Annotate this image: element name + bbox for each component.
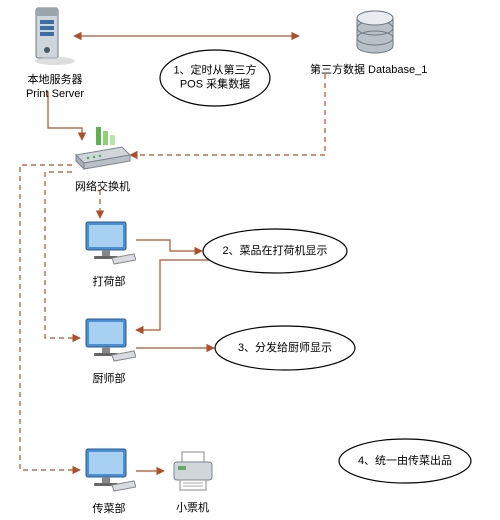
- printer-icon: [168, 450, 218, 494]
- callout-1-text: 1、定时从第三方POS 采集数据: [160, 64, 270, 93]
- callout-3-text: 3、分发给厨师显示: [215, 341, 355, 355]
- callout-1: 1、定时从第三方POS 采集数据: [160, 50, 270, 106]
- printer-label: 小票机: [165, 501, 220, 515]
- switch-label: 网络交换机: [70, 180, 135, 194]
- monitor-icon: [82, 445, 136, 495]
- switch-node: 网络交换机: [70, 125, 135, 194]
- database-label: 第三方数据 Database_1: [310, 63, 450, 77]
- pc1-node: 打荷部: [80, 218, 138, 289]
- monitor-icon: [82, 218, 136, 268]
- pc3-node: 传菜部: [80, 445, 138, 516]
- pc2-label: 厨师部: [80, 372, 138, 386]
- edge-c2-pc2: [136, 260, 210, 330]
- callout-4-text: 4、统一由传菜出品: [339, 454, 471, 468]
- callout-2-text: 2、菜品在打荷机显示: [203, 244, 347, 258]
- server-node: 本地服务器 Print Server: [25, 6, 85, 102]
- switch-icon: [74, 125, 132, 173]
- server-label: 本地服务器 Print Server: [25, 73, 85, 102]
- pc1-label: 打荷部: [80, 275, 138, 289]
- monitor-icon: [82, 315, 136, 365]
- database-icon: [351, 8, 399, 56]
- callout-3: 3、分发给厨师显示: [215, 326, 355, 370]
- printer-node: 小票机: [165, 450, 220, 515]
- edge-pc1-c2: [136, 240, 202, 251]
- edge-switch-pc2: [45, 172, 80, 338]
- callout-4: 4、统一由传菜出品: [339, 439, 471, 483]
- callout-2: 2、菜品在打荷机显示: [203, 229, 347, 273]
- edge-switch-pc3: [20, 165, 80, 470]
- pc2-node: 厨师部: [80, 315, 138, 386]
- database-node: 第三方数据 Database_1: [300, 8, 450, 77]
- server-icon: [32, 6, 78, 66]
- pc3-label: 传菜部: [80, 502, 138, 516]
